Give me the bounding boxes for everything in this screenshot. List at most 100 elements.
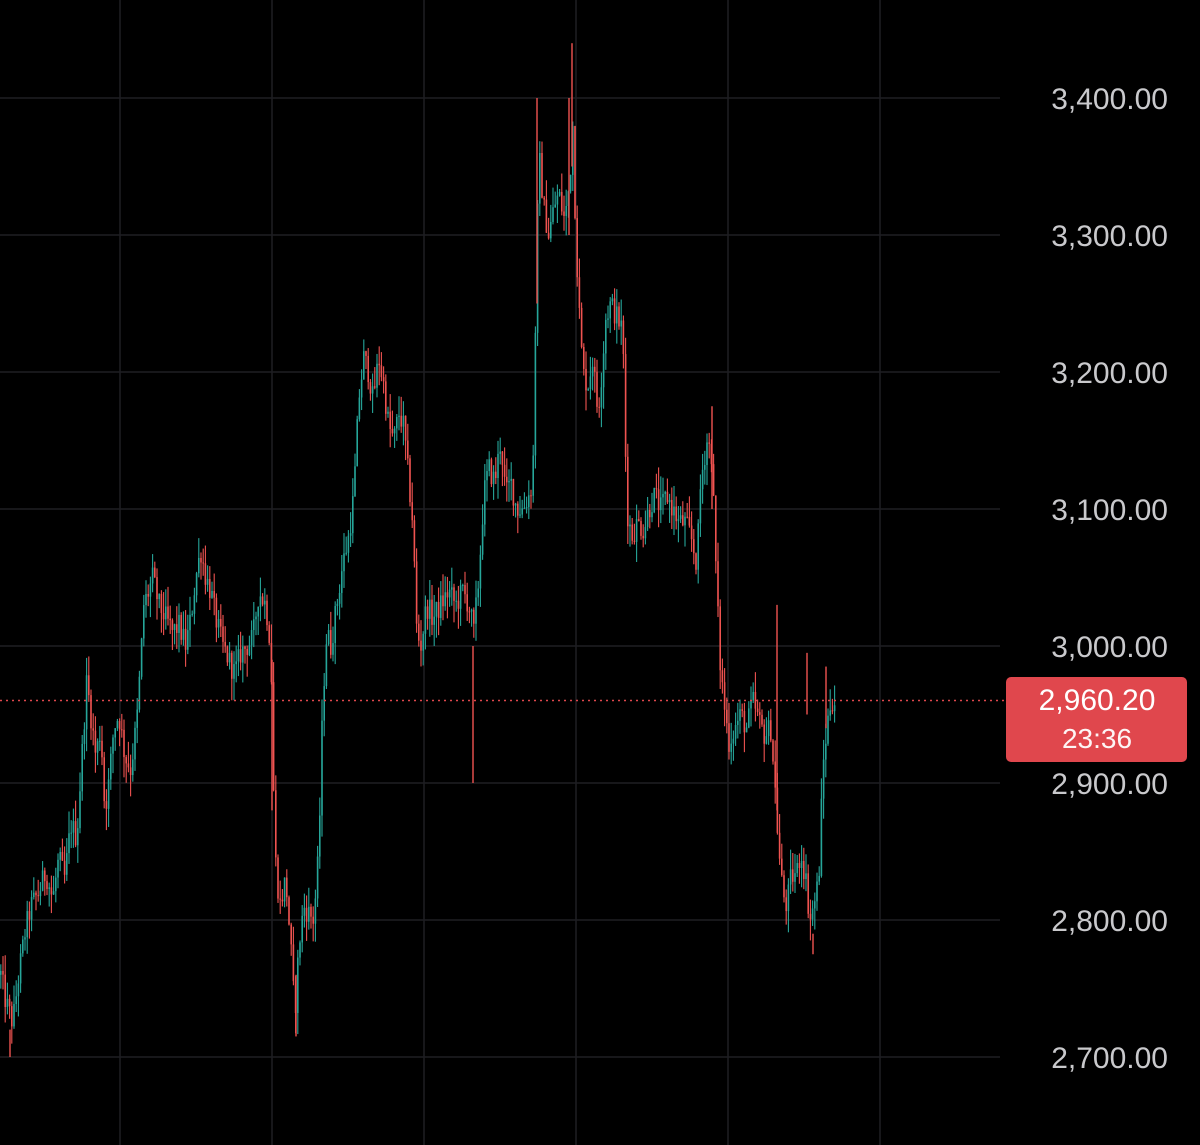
candle [488,451,490,477]
candle [63,846,66,884]
candle [387,406,389,418]
candle [413,515,416,568]
candle [228,641,231,670]
candle [455,590,457,612]
candle [510,462,512,501]
candle [52,875,55,895]
candle [140,637,143,680]
candle [624,337,627,472]
candle [633,523,636,545]
candle [253,602,255,648]
candle [429,580,431,637]
candle [237,634,240,677]
candle [129,754,132,797]
candle [741,703,743,718]
candle [743,702,746,753]
candle [490,457,493,488]
candle [162,592,165,636]
candle [785,889,787,925]
candle [118,718,121,747]
candle [215,593,218,643]
candle [622,315,625,369]
candle [360,369,363,411]
candle [134,721,136,771]
candle [473,607,475,638]
candle [778,814,781,865]
candle [435,601,438,638]
candle [453,583,455,623]
candle [613,288,616,331]
y-axis[interactable]: 3,400.00 3,300.00 3,200.00 3,100.00 3,000.00… [1051,83,1168,1075]
candle [321,699,323,837]
candle [398,396,400,431]
candle [525,496,528,514]
candle [759,702,761,729]
candle [437,587,440,636]
y-tick-label: 2,700.00 [1051,1042,1168,1075]
candle [303,893,306,928]
candle [811,900,814,926]
candle [693,529,695,565]
candle [644,510,647,545]
candle [578,258,581,319]
candle [646,496,649,531]
candle [609,297,611,333]
candle [369,379,372,401]
candle [385,374,387,421]
candle [587,387,589,391]
candle [345,536,347,556]
candle [420,620,422,667]
candle [730,722,732,765]
candle [250,620,253,660]
candle [448,581,451,607]
candle [484,464,486,537]
candle [479,545,482,607]
candle [508,469,510,502]
candle [354,453,356,498]
candle [688,496,691,528]
candle [660,476,662,524]
candle [418,614,420,647]
candle [257,606,259,636]
candle [46,874,48,896]
candle [655,473,658,499]
candle [481,504,484,560]
candle [347,530,350,563]
candle [750,686,752,727]
candle [532,444,534,503]
candle [336,598,339,616]
candle [244,645,246,664]
candle [697,519,699,584]
candle [0,964,2,989]
y-tick-label: 2,900.00 [1051,768,1168,801]
candle [233,651,235,701]
candle [572,121,574,191]
candle [754,672,757,722]
candle [477,580,479,606]
last-price-label: 2,960.20 [1039,684,1156,717]
candle [367,348,369,390]
candle [160,590,163,633]
candle [77,818,79,863]
candle [695,552,697,575]
candle [213,573,215,616]
candle [675,496,677,530]
candle [314,889,317,942]
candle [239,631,242,671]
candle [259,577,262,622]
candle [528,480,530,520]
candle [732,730,735,761]
candle [825,723,827,778]
candle [70,820,72,849]
candle [44,867,46,896]
y-tick-label: 3,100.00 [1051,494,1168,527]
candle [371,373,374,413]
candle [745,722,748,733]
candle [211,581,213,599]
candle [415,548,418,633]
candle [627,443,629,544]
candle [127,741,130,773]
candle [264,588,266,619]
candle [182,611,185,646]
